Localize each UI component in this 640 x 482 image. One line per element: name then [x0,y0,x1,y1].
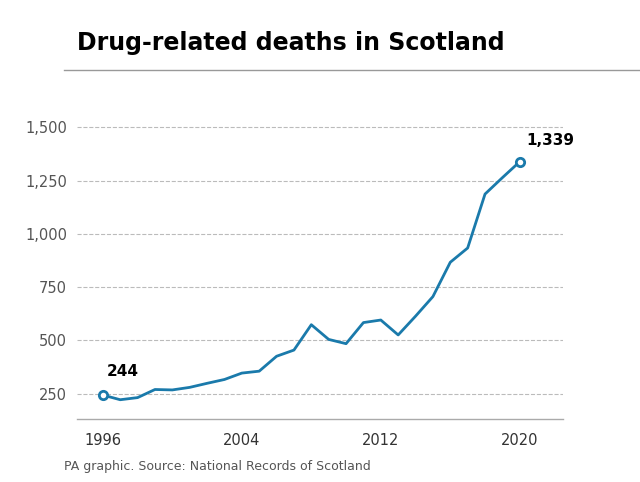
Text: PA graphic. Source: National Records of Scotland: PA graphic. Source: National Records of … [64,460,371,473]
Text: 1,339: 1,339 [527,133,575,148]
Text: Drug-related deaths in Scotland: Drug-related deaths in Scotland [77,31,504,55]
Text: 244: 244 [107,363,139,378]
